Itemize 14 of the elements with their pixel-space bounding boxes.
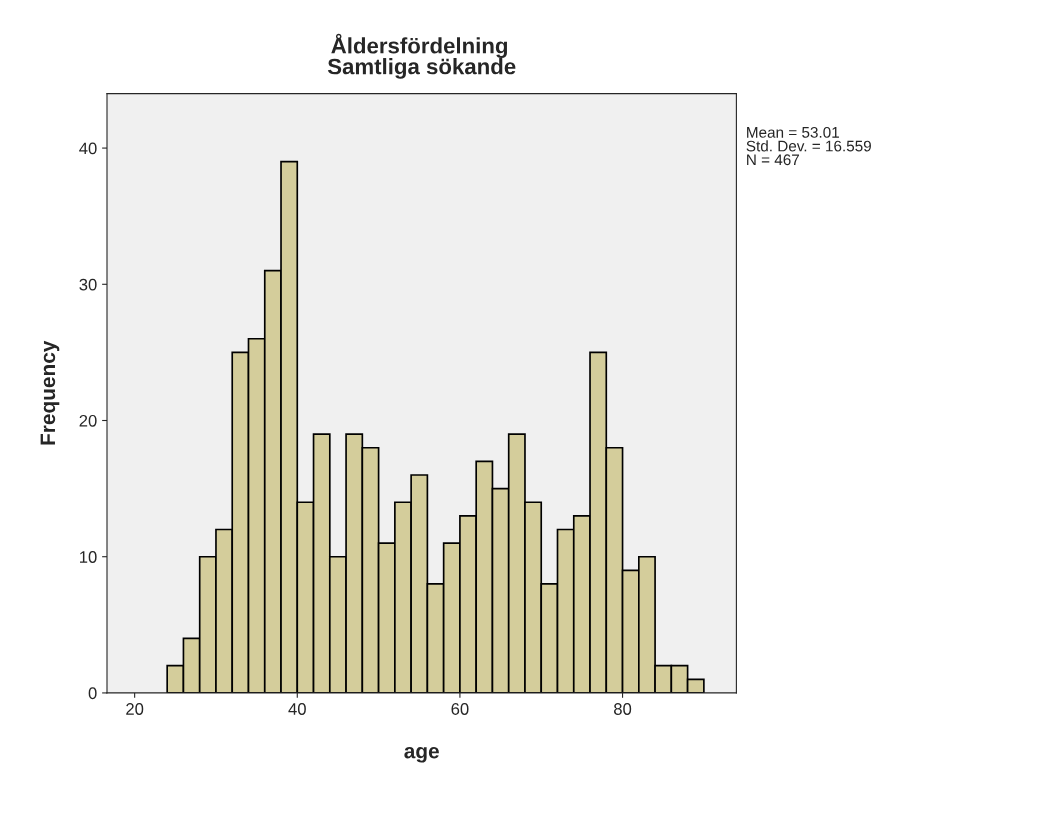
y-axis-title: Frequency (40, 340, 60, 445)
y-tick-label: 0 (88, 687, 97, 700)
x-tick-label: 20 (126, 703, 144, 715)
chart-subtitle: Samtliga sökande (327, 58, 516, 79)
text: Mean = 53.01 Std. Dev. = 16.559 N = 467 (746, 126, 871, 166)
y-tick-label: 40 (79, 142, 97, 155)
x-tick-label: 60 (451, 703, 469, 715)
x-tick-label: 40 (288, 703, 306, 715)
x-tick-label: 80 (614, 703, 632, 715)
y-tick-label: 30 (79, 278, 97, 291)
x-axis-title: age (404, 746, 439, 763)
y-tick-label: 20 (79, 414, 97, 427)
chart-title: Åldersfördelning (331, 33, 508, 59)
y-tick-label: 10 (80, 551, 97, 563)
